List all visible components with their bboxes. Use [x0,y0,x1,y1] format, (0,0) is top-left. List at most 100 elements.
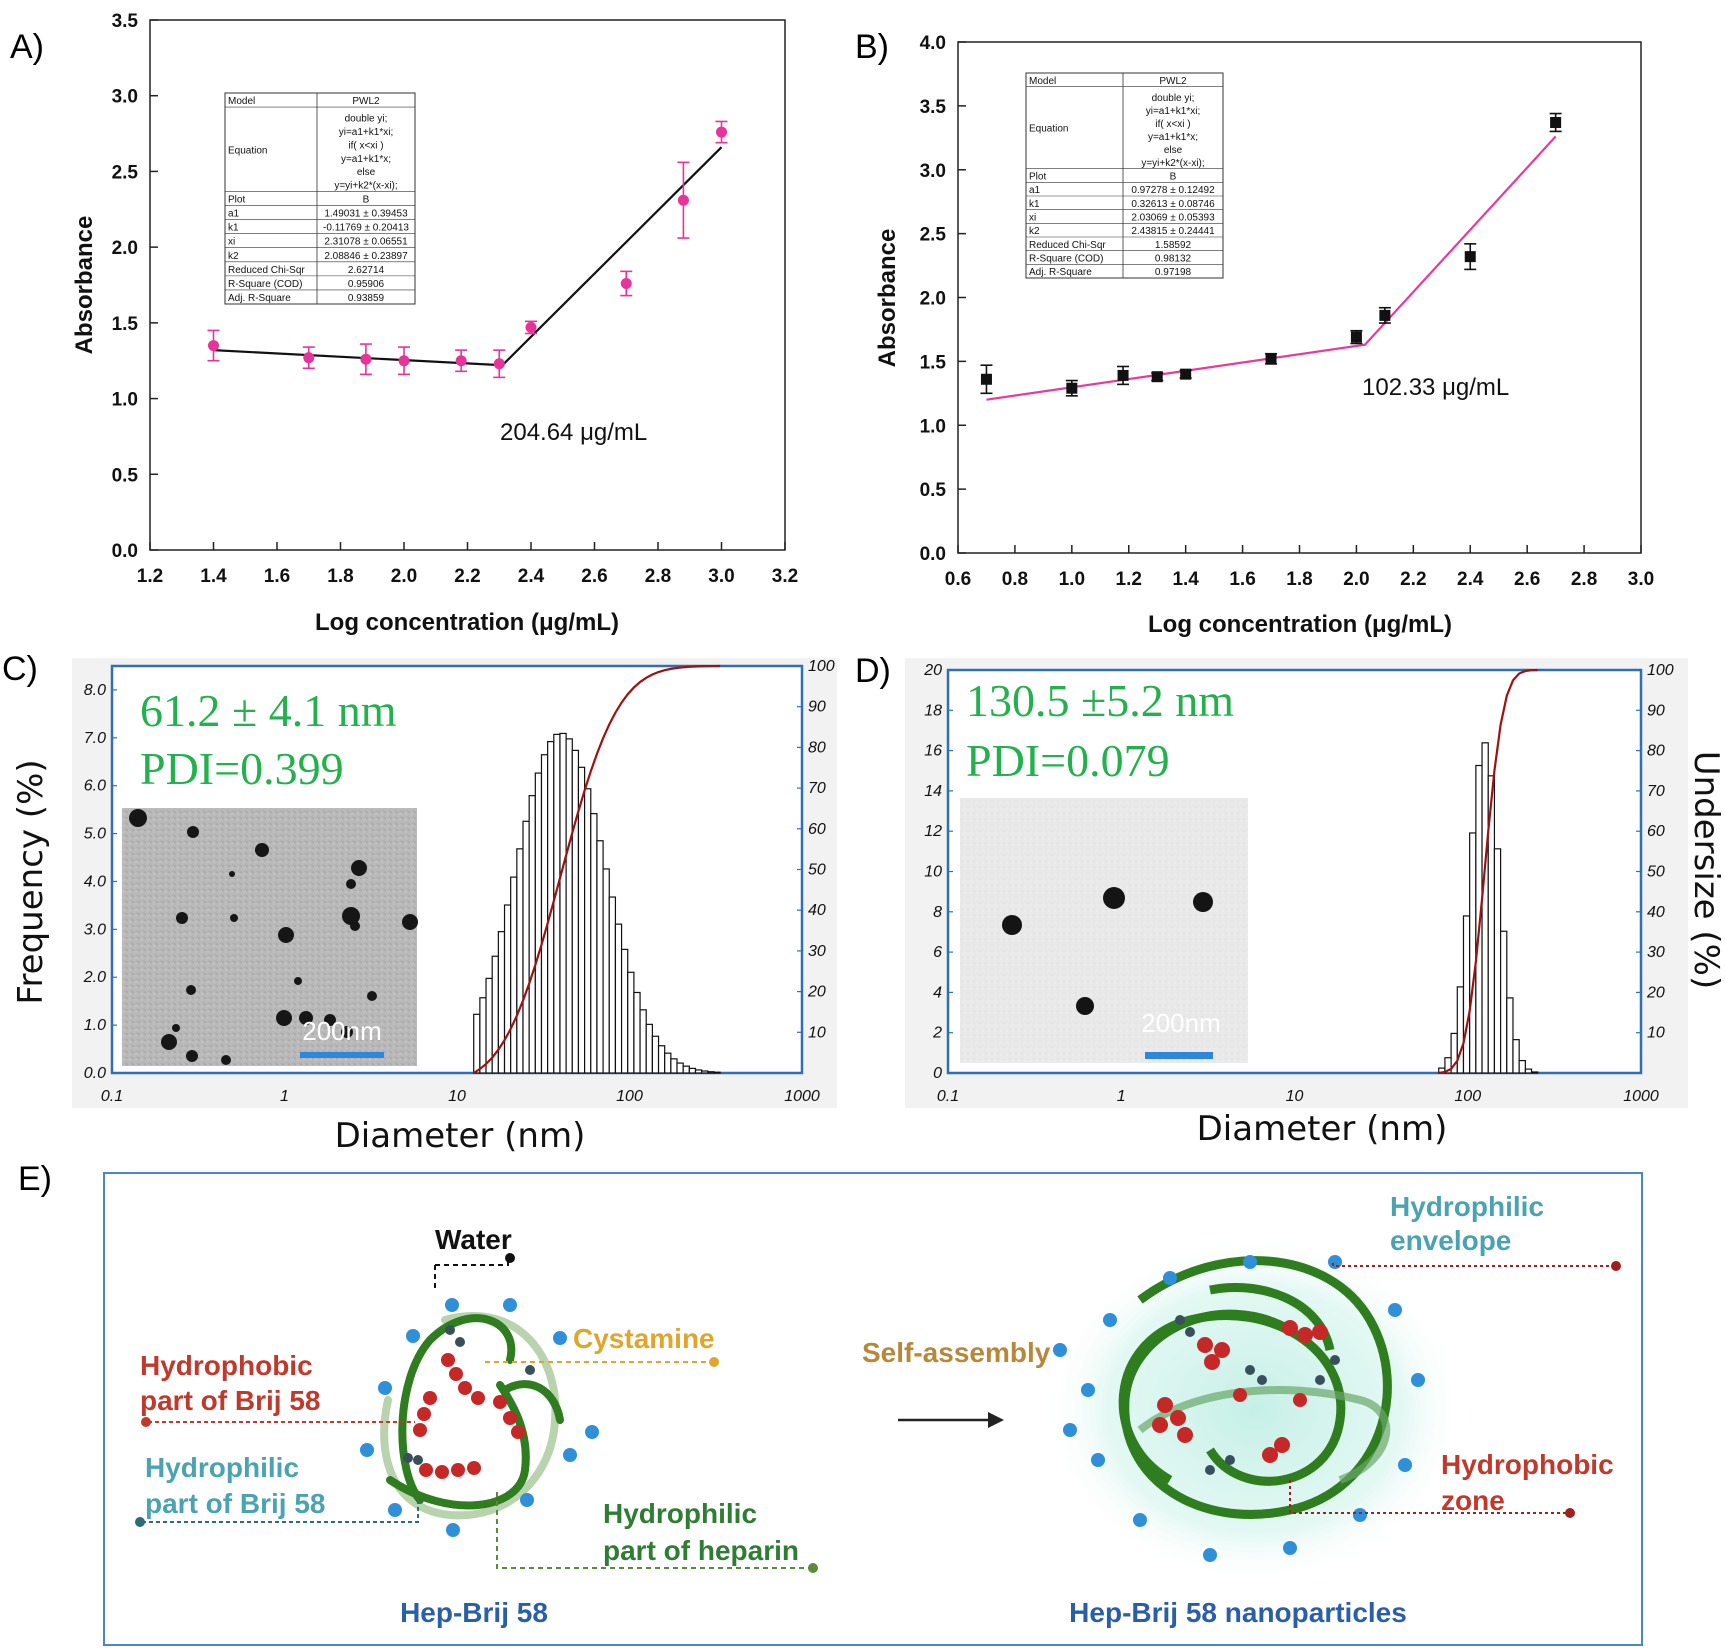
label-hydrophilic-brij-2: part of Brij 58 [145,1488,325,1519]
table-key-b-3: a1 [1029,185,1041,196]
data-point-b-3 [1151,371,1164,383]
y-tick-label-d-8: 16 [924,743,942,760]
table-value-a-4: -0.11769 ± 0.20413 [323,223,409,234]
y-tick-label-b-8: 4.0 [920,33,946,54]
data-points-b [980,112,1562,397]
hist-bar-c-33 [676,1062,684,1074]
label-water: Water [435,1224,512,1255]
x-tick-label-a-1: 1.4 [200,566,227,587]
assembly-arrow-head [988,1412,1004,1428]
x-tick-label-b-8: 2.2 [1400,569,1426,590]
table-value-b-5: 2.03069 ± 0.05393 [1131,213,1215,224]
x-axis-label-b: Log concentration (μg/mL) [1148,611,1452,638]
y-tick-label-a-3: 1.5 [112,314,139,335]
y-tick-label-d-0: 0 [933,1065,942,1082]
y-tick-label-b-3: 1.5 [920,352,947,373]
y2-tick-label-c-9: 100 [808,658,835,675]
cumulative-line-d [1438,668,1538,1075]
hist-bar-c-32 [670,1058,678,1074]
table-key-a-9: Adj. R-Square [228,293,291,304]
data-point-a-4 [455,349,468,373]
table-value-b-8: 0.98132 [1155,254,1192,265]
y2-tick-label-c-4: 50 [808,862,826,879]
axes-d: 0.1 1 10 100 1000 0 2 4 6 8 10 12 14 16 18 20 10 20 30 40 50… [923,662,1674,1105]
y-tick-label-a-5: 2.5 [112,162,139,183]
table-key-a-3: a1 [228,209,240,220]
hist-bar-c-35 [688,1067,697,1074]
x-tick-label-a-5: 2.2 [454,566,480,587]
hep-brij-molecule [360,1298,599,1537]
y-tick-label-c-0: 0.0 [84,1065,106,1082]
label-hydrophilic-heparin-1: Hydrophilic [603,1498,757,1529]
size-text-d: 130.5 ±5.2 nm [966,675,1234,726]
x-tick-label-b-10: 2.6 [1514,569,1540,590]
label-hydrophilic-heparin-2: part of heparin [603,1535,799,1566]
y2-tick-label-d-6: 70 [1647,783,1665,800]
table-key-b-1: Equation [1029,124,1068,135]
panel-label-e: E) [18,1160,52,1198]
table-key-b-6: k2 [1029,226,1040,237]
y-tick-label-b-2: 1.0 [920,416,946,437]
x-tick-label-d-1: 1 [1117,1088,1126,1105]
table-frame-b [1025,72,1224,279]
y-tick-label-a-6: 3.0 [112,87,138,108]
x-tick-label-c-3: 100 [616,1088,643,1105]
y2-tick-label-c-5: 60 [808,821,826,838]
threshold-annotation-a: 204.64 μg/mL [500,419,647,446]
hist-bar-d-13 [1518,1059,1526,1074]
y2-tick-label-d-2: 30 [1647,944,1665,961]
y-tick-label-c-3: 3.0 [84,921,106,938]
hist-bar-c-23 [614,923,623,1074]
data-point-a-0 [207,329,220,362]
hist-bar-d-10 [1500,930,1508,1074]
label-envelope-1: Hydrophilic [1390,1191,1544,1222]
hist-bar-c-38 [707,1071,715,1074]
table-key-a-0: Model [228,96,255,107]
y-tick-label-c-1: 1.0 [84,1017,106,1034]
y-tick-label-d-3: 6 [933,944,942,961]
hist-bar-c-25 [627,971,635,1074]
x-tick-label-c-4: 1000 [784,1088,820,1105]
table-value-b-4: 0.32613 ± 0.08746 [1131,199,1215,210]
table-value-a-6: 2.08846 ± 0.23897 [324,251,408,262]
hist-bar-c-4 [497,931,506,1074]
data-point-a-2 [359,343,372,376]
y-tick-label-d-5: 10 [924,864,942,881]
data-point-b-1 [1065,379,1078,397]
hist-bar-c-24 [620,948,629,1074]
data-point-a-9 [715,120,728,144]
y-tick-label-a-2: 1.0 [112,390,138,411]
hist-bar-c-10 [534,772,543,1074]
hist-bar-c-31 [664,1052,672,1074]
y-tick-label-a-1: 0.5 [112,465,139,486]
y-tick-label-c-6: 6.0 [84,778,106,795]
label-self-assembly: Self-assembly [862,1337,1051,1368]
hist-bar-c-9 [528,795,536,1074]
hist-bar-d-9 [1493,848,1502,1074]
y2-tick-label-c-3: 40 [808,902,826,919]
panel-d: D) 0.1 1 10 100 1000 0 2 4 6 8 10 12 14 16 18 20 10 20 30 4… [855,652,1725,1149]
y-tick-label-b-0: 0.0 [920,544,946,565]
hist-bar-c-15 [565,738,573,1074]
data-points-a [207,120,728,379]
x-tick-label-a-0: 1.2 [137,566,163,587]
panel-label-b: B) [855,28,889,66]
y2-tick-label-d-4: 50 [1647,864,1665,881]
threshold-annotation-b: 102.33 μg/mL [1362,374,1509,401]
y2-tick-label-d-9: 100 [1647,662,1674,679]
panel-b: B) 0.6 0.8 1.0 1.2 1.4 1.6 1.8 2.0 2.2 2.4 2.6 2.8 3… [855,28,1654,638]
table-key-a-7: Reduced Chi-Sqr [228,265,305,276]
y2-tick-label-d-5: 60 [1647,823,1665,840]
table-equation-b: double yi; yi=a1+k1*xi; if( x<xi ) y=a1+k1*… [1141,93,1204,169]
table-value-b-0: PWL2 [1159,76,1187,87]
hist-bar-d-4 [1462,915,1471,1074]
y-tick-label-a-7: 3.5 [112,11,139,32]
data-point-a-5 [493,349,506,379]
x-tick-label-b-4: 1.4 [1172,569,1199,590]
data-point-b-6 [1350,329,1363,345]
cumulative-curve-c [473,664,721,1074]
x-tick-label-b-6: 1.8 [1286,569,1312,590]
hist-bar-c-7 [516,848,524,1074]
table-key-b-9: Adj. R-Square [1029,267,1092,278]
label-hydrophobic-brij-1: Hydrophobic [140,1350,313,1381]
